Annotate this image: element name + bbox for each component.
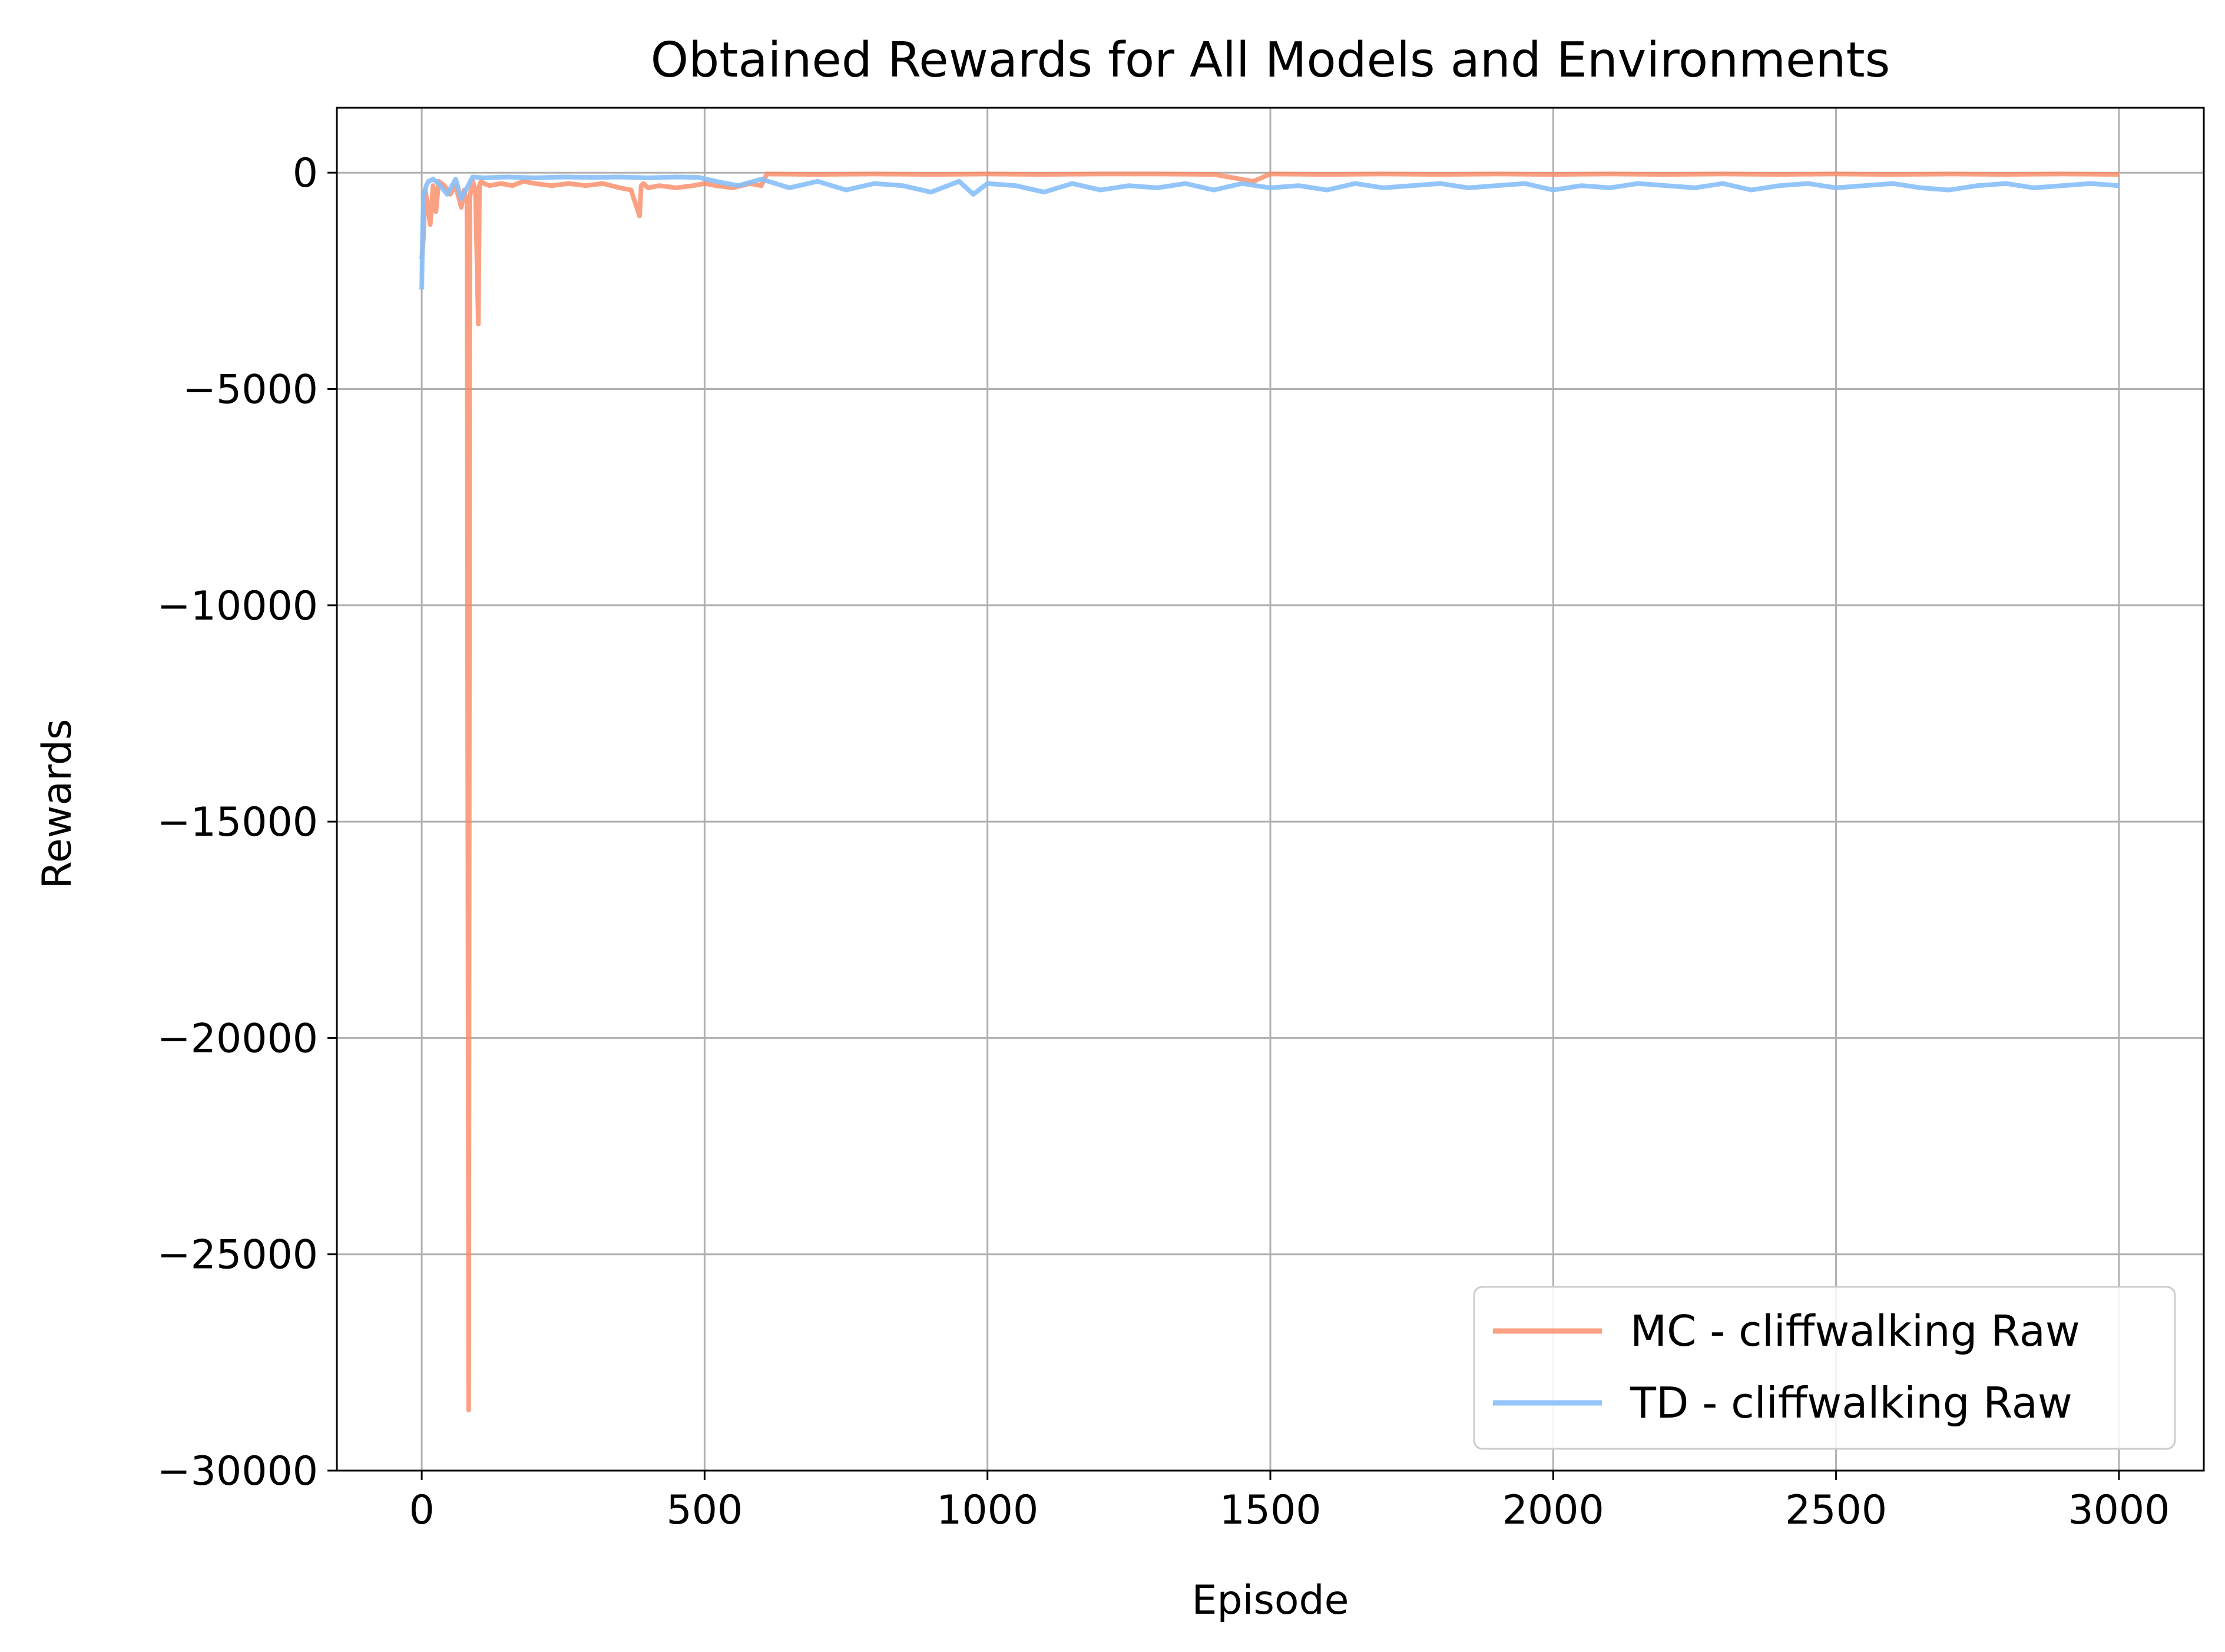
legend-label-td: TD - cliffwalking Raw <box>1630 1378 2072 1428</box>
x-tick-label: 0 <box>409 1487 434 1534</box>
y-axis-label: Rewards <box>34 719 81 889</box>
chart-title: Obtained Rewards for All Models and Envi… <box>651 32 1890 88</box>
y-tick-label: −30000 <box>157 1448 318 1495</box>
y-tick-label: −20000 <box>157 1015 318 1062</box>
y-tick-label: −25000 <box>157 1232 318 1279</box>
legend: MC - cliffwalking Raw TD - cliffwalking … <box>1473 1286 2176 1450</box>
y-tick-label: −15000 <box>157 799 318 846</box>
y-tick-label: −5000 <box>183 366 318 413</box>
x-tick-label: 3000 <box>2068 1487 2170 1534</box>
legend-label-mc: MC - cliffwalking Raw <box>1630 1306 2080 1356</box>
ticks: 0 500 1000 1500 2000 2500 3000 0 −5000 −10000 −150… <box>157 150 2170 1534</box>
y-tick-label: −10000 <box>157 583 318 630</box>
x-axis-label: Episode <box>1191 1577 1349 1624</box>
x-tick-label: 1500 <box>1219 1487 1321 1534</box>
y-tick-label: 0 <box>293 150 318 197</box>
x-tick-label: 2500 <box>1785 1487 1887 1534</box>
plot-series <box>419 171 2120 1413</box>
legend-box <box>1473 1286 2176 1450</box>
series-line-td <box>419 174 2120 290</box>
x-tick-label: 2000 <box>1502 1487 1604 1534</box>
x-tick-label: 1000 <box>936 1487 1038 1534</box>
x-tick-label: 500 <box>666 1487 743 1534</box>
